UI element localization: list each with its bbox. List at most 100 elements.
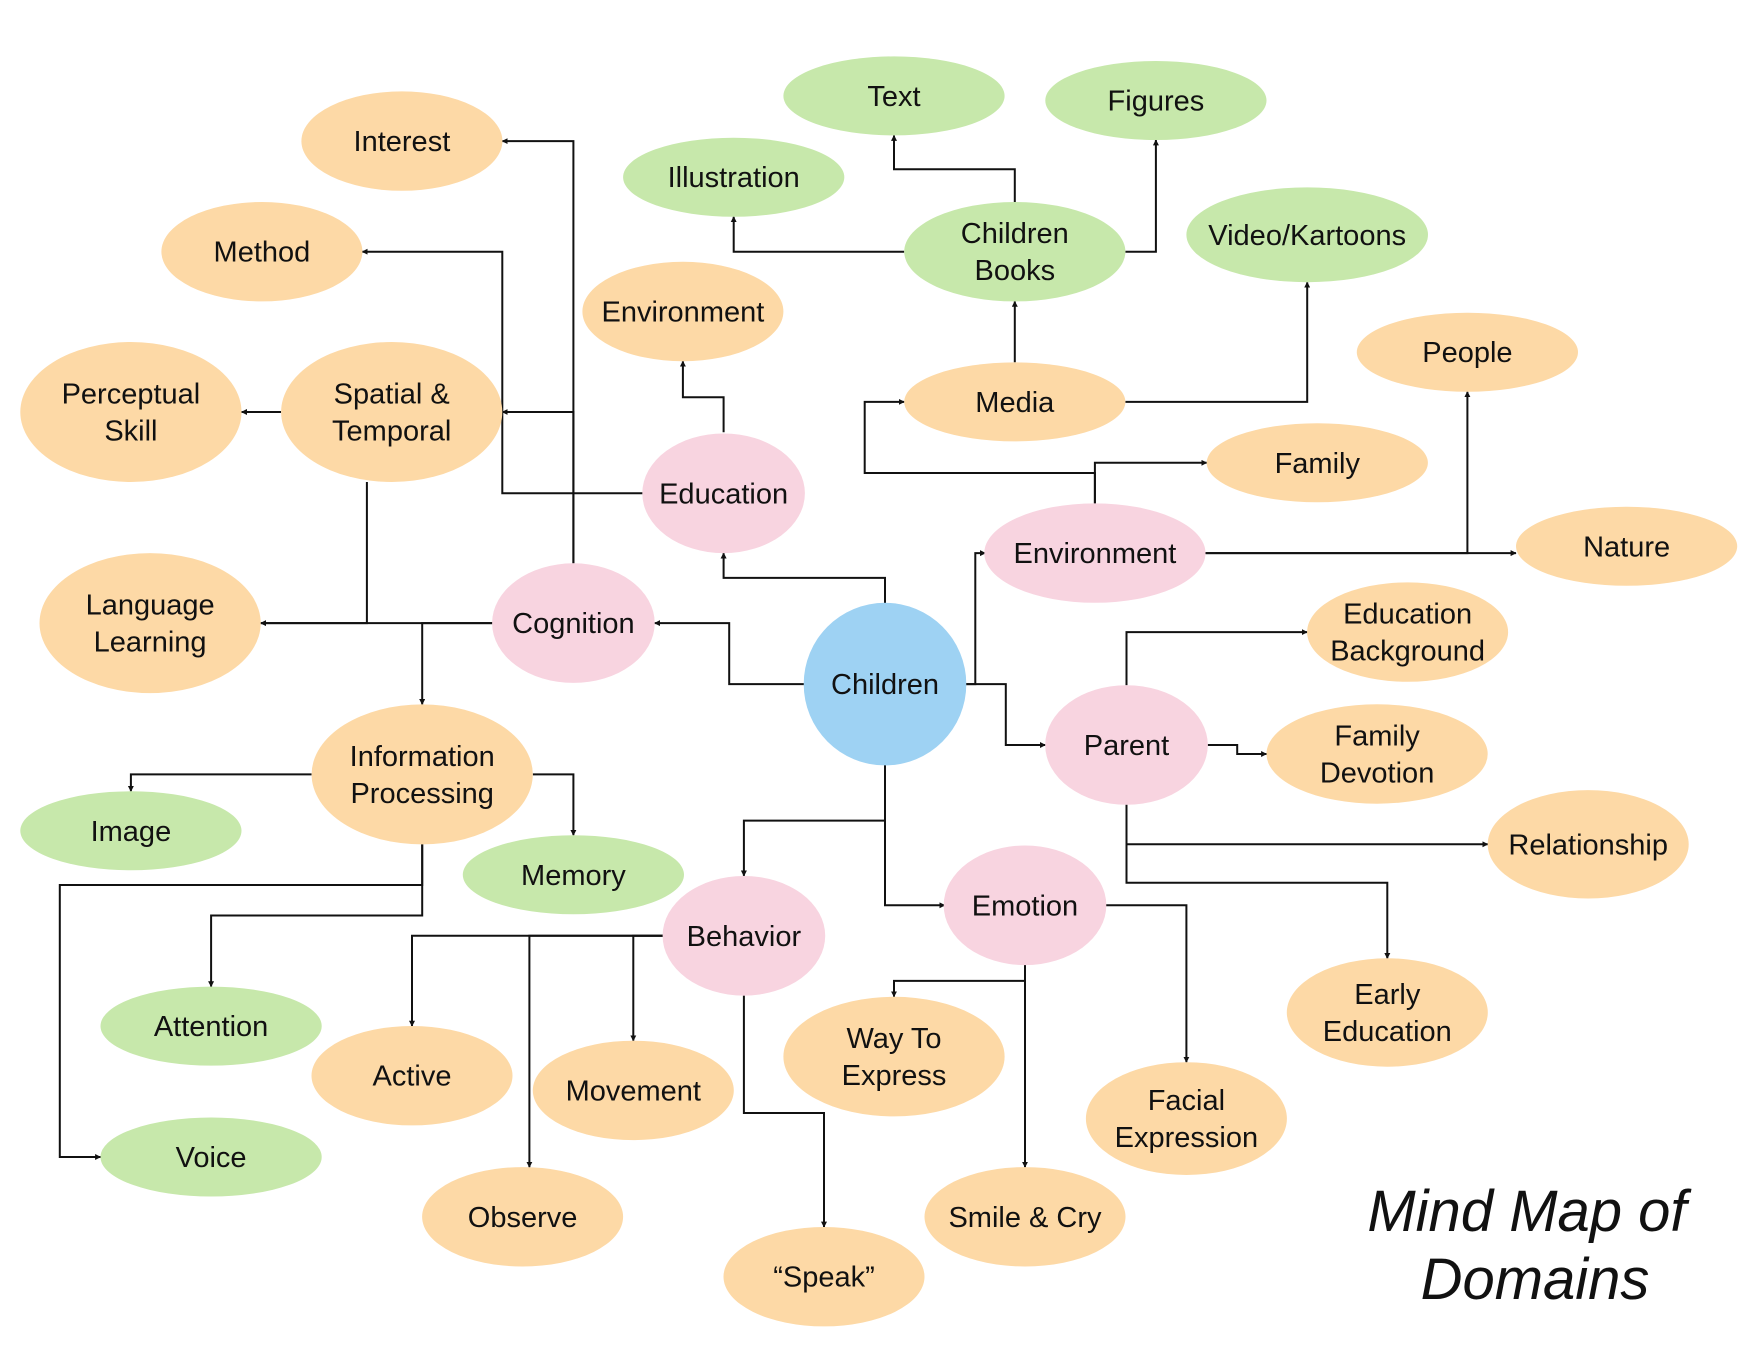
mind-map-nodes: Children Cognition Education Environment Par… <box>20 56 1738 1327</box>
node-movement: Movement <box>532 1040 734 1141</box>
node-perceptual-skill-label-line: Skill <box>104 416 157 448</box>
node-active-label: Active <box>373 1061 452 1093</box>
node-relationship: Relationship <box>1487 790 1689 899</box>
node-family-devotion-label: Family Devotion <box>1320 721 1434 790</box>
edge-information-processing-to-image <box>127 773 312 792</box>
edge-children-books-to-illustration <box>730 216 905 253</box>
node-observe-label: Observe <box>468 1202 578 1234</box>
node-video-kartoons: Video/Kartoons <box>1186 187 1428 283</box>
node-figures-shape <box>1045 61 1267 140</box>
node-early-education: Early Education <box>1286 958 1488 1067</box>
edge-children-books-to-text <box>891 134 1016 203</box>
node-emotion-shape <box>943 845 1107 966</box>
node-figures: Figures <box>1045 61 1267 140</box>
node-text-label: Text <box>867 81 920 113</box>
node-early-education-label-line: Education <box>1323 1016 1452 1048</box>
edge-children-to-cognition <box>654 620 805 686</box>
edge-environment-to-media <box>863 398 1096 504</box>
edge-parent-to-education-background <box>1125 629 1308 686</box>
connector-lines <box>58 134 1517 1228</box>
node-voice: Voice <box>100 1117 322 1197</box>
node-nature-shape <box>1516 506 1738 586</box>
node-smile-cry: Smile & Cry <box>924 1167 1126 1267</box>
node-voice-label: Voice <box>176 1142 247 1174</box>
edge-parent-to-relationship <box>1125 804 1489 848</box>
edge-children-to-parent <box>965 683 1046 748</box>
edge-cognition-to-information-processing <box>419 622 494 706</box>
diagram-title-line-2: Domains <box>1421 1247 1650 1312</box>
node-information-processing-shape <box>311 704 533 845</box>
node-media: Media <box>904 362 1126 442</box>
node-edu-environment-label-line: Environment <box>601 297 764 329</box>
node-attention-shape <box>100 986 322 1066</box>
node-spatial-temporal-label-line: Spatial & <box>334 379 450 411</box>
node-information-processing-label-line: Information <box>350 741 495 773</box>
node-video-kartoons-shape <box>1186 187 1428 283</box>
node-behavior-label-line: Behavior <box>687 921 802 953</box>
node-behavior-shape <box>662 876 826 996</box>
node-language-learning-label-line: Language <box>86 590 215 622</box>
node-video-kartoons-label: Video/Kartoons <box>1208 220 1406 252</box>
node-emotion: Emotion <box>943 845 1107 966</box>
node-facial-expression: Facial Expression <box>1085 1062 1287 1175</box>
node-method-label-line: Method <box>214 237 311 269</box>
node-attention-label: Attention <box>154 1011 268 1043</box>
node-facial-expression-label-line: Expression <box>1115 1122 1258 1154</box>
node-image-label-line: Image <box>91 816 172 848</box>
node-family: Family <box>1206 423 1428 503</box>
edge-behavior-to-movement <box>630 934 664 1042</box>
node-people-label-line: People <box>1422 337 1512 369</box>
node-parent-label: Parent <box>1084 730 1169 762</box>
edge-information-processing-to-voice <box>58 844 424 1160</box>
node-memory-label-line: Memory <box>521 860 626 892</box>
node-interest-label: Interest <box>354 126 451 158</box>
node-observe-shape <box>422 1167 624 1267</box>
diagram-title-line-1: Mind Map of <box>1367 1179 1692 1244</box>
node-perceptual-skill-label: Perceptual Skill <box>62 379 201 448</box>
node-illustration-label-line: Illustration <box>668 162 800 194</box>
node-media-label: Media <box>975 387 1055 419</box>
edge-children-to-behavior <box>740 764 886 877</box>
node-spatial-temporal-label: Spatial & Temporal <box>332 379 451 448</box>
node-method-label: Method <box>214 237 311 269</box>
node-parent-label-line: Parent <box>1084 730 1169 762</box>
node-behavior: Behavior <box>662 876 826 996</box>
node-environment-label: Environment <box>1013 538 1176 570</box>
node-emotion-label-line: Emotion <box>972 890 1078 922</box>
node-family-devotion-shape <box>1266 704 1488 804</box>
edge-cognition-to-spatial-temporal <box>501 409 575 564</box>
node-speak: “Speak” <box>723 1227 925 1327</box>
node-active-shape <box>311 1026 513 1126</box>
node-education-label: Education <box>659 478 788 510</box>
node-active: Active <box>311 1026 513 1126</box>
node-family-label: Family <box>1275 448 1361 480</box>
node-speak-shape <box>723 1227 925 1327</box>
edge-environment-to-people <box>1205 391 1471 555</box>
node-edu-environment: Environment <box>582 261 784 362</box>
node-education-shape <box>642 433 805 554</box>
node-memory-label: Memory <box>521 860 626 892</box>
node-behavior-label: Behavior <box>687 921 802 953</box>
node-text-label-line: Text <box>867 81 920 113</box>
node-perceptual-skill: Perceptual Skill <box>20 342 242 482</box>
edge-environment-to-family <box>1093 459 1208 504</box>
node-nature-label: Nature <box>1583 531 1670 563</box>
node-education-background-label-line: Background <box>1330 636 1485 668</box>
node-facial-expression-label-line: Facial <box>1148 1085 1225 1117</box>
node-early-education-shape <box>1286 958 1488 1067</box>
node-illustration-label: Illustration <box>668 162 800 194</box>
node-image: Image <box>20 791 242 871</box>
edge-behavior-to-observe <box>526 934 664 1168</box>
node-speak-label-line: “Speak” <box>773 1262 875 1294</box>
node-cognition: Cognition <box>492 563 655 683</box>
node-language-learning: Language Learning <box>39 553 261 694</box>
node-cognition-shape <box>492 563 655 683</box>
node-information-processing-label: Information Processing <box>350 741 495 810</box>
node-people-shape <box>1356 312 1578 392</box>
node-attention: Attention <box>100 986 322 1066</box>
node-family-devotion: Family Devotion <box>1266 704 1488 804</box>
node-children-label: Children <box>831 669 939 701</box>
edge-information-processing-to-attention <box>208 844 424 988</box>
node-facial-expression-label: Facial Expression <box>1115 1085 1258 1154</box>
node-family-devotion-label-line: Family <box>1334 721 1420 753</box>
